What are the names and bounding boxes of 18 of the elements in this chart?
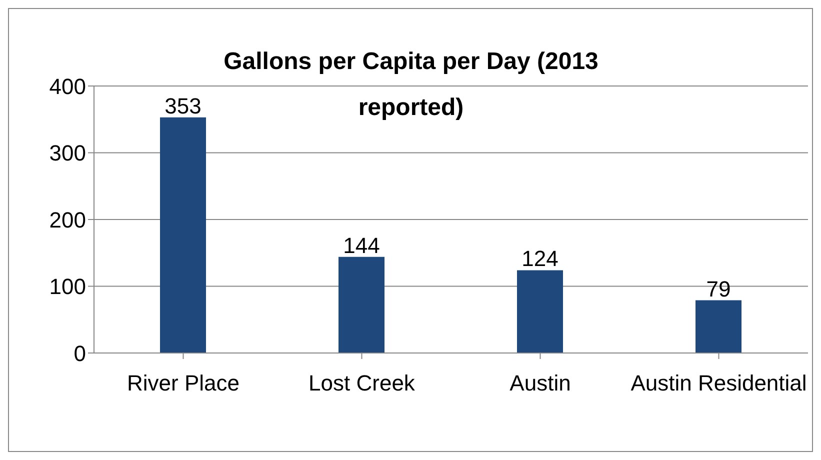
data-label: 124 xyxy=(522,246,558,272)
y-tick-label: 200 xyxy=(49,207,86,232)
bar xyxy=(517,270,563,353)
y-tick-label: 0 xyxy=(74,340,86,366)
chart-title: Gallons per Capita per Day (2013 reported) xyxy=(224,48,598,121)
bar xyxy=(696,300,742,353)
y-tick-label: 100 xyxy=(49,274,86,300)
x-tick-label: Austin Residential xyxy=(630,370,807,396)
x-tick-label: Lost Creek xyxy=(308,370,416,396)
bar xyxy=(160,117,206,353)
x-tick-label: Austin xyxy=(510,370,571,396)
y-tick-label: 400 xyxy=(49,74,86,99)
x-tick-label: River Place xyxy=(127,370,240,396)
data-label: 144 xyxy=(343,232,380,258)
y-tick-label: 300 xyxy=(49,140,86,166)
data-label: 79 xyxy=(706,276,731,302)
bar xyxy=(338,256,384,353)
data-label: 353 xyxy=(164,93,202,118)
